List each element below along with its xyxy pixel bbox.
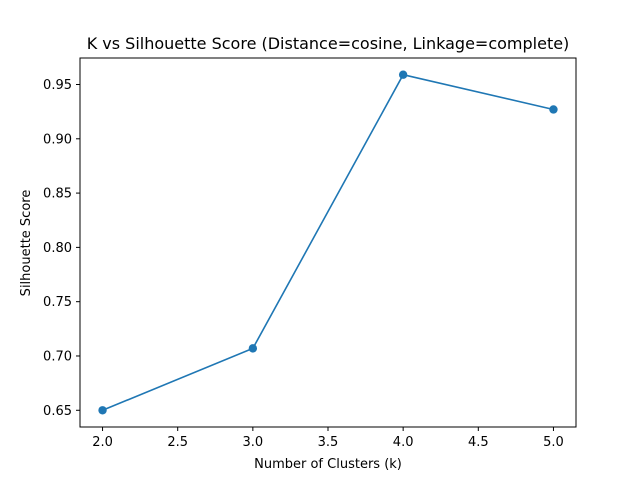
- y-tick-label: 0.75: [43, 295, 72, 310]
- x-axis-label: Number of Clusters (k): [254, 457, 402, 472]
- data-point: [398, 70, 408, 79]
- series-line: [102, 73, 554, 412]
- y-axis-label: Silhouette Score: [19, 190, 34, 297]
- x-tick-label: 2.0: [92, 435, 113, 450]
- x-tick-label: 4.5: [468, 435, 489, 450]
- data-point: [549, 105, 558, 114]
- x-axis: 2.0 2.5 3.0 3.5 4.0 4.5 5.0: [92, 427, 564, 450]
- chart-title: K vs Silhouette Score (Distance=cosine, …: [87, 34, 570, 53]
- x-tick-label: 2.5: [167, 435, 188, 450]
- plot-area: [79, 57, 577, 428]
- x-tick-label: 4.0: [393, 435, 414, 450]
- y-tick-label: 0.85: [43, 187, 72, 202]
- data-point: [248, 344, 258, 353]
- y-tick-label: 0.90: [43, 132, 72, 147]
- y-tick-label: 0.95: [43, 78, 72, 93]
- y-tick-label: 0.80: [43, 241, 72, 256]
- y-tick-label: 0.70: [43, 349, 72, 364]
- data-point: [98, 406, 107, 415]
- x-tick-label: 5.0: [543, 435, 564, 450]
- x-tick-label: 3.5: [318, 435, 339, 450]
- y-tick-label: 0.65: [43, 404, 72, 419]
- series-layer: [98, 70, 558, 415]
- y-axis: 0.65 0.70 0.75 0.80 0.85 0.90 0.95: [43, 78, 80, 419]
- x-tick-label: 3.0: [243, 435, 264, 450]
